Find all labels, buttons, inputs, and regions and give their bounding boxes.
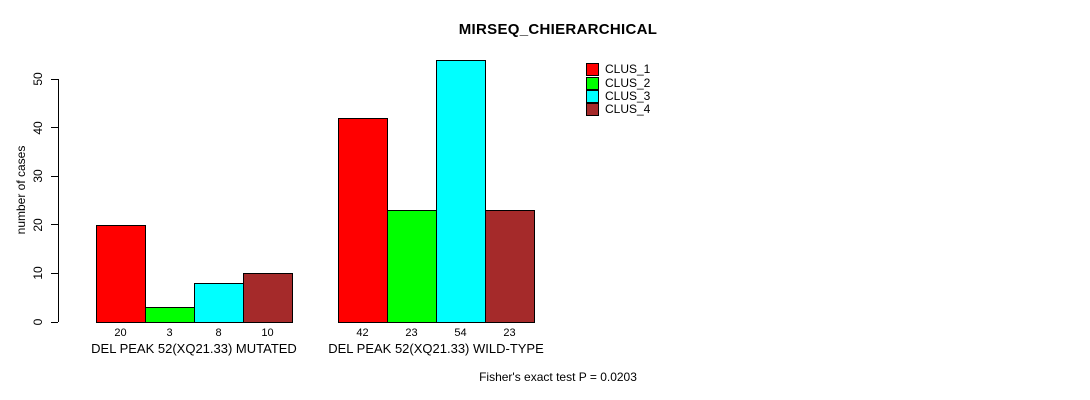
bar-clus_2-group1 xyxy=(145,307,195,323)
bar-clus_4-group1 xyxy=(243,273,293,323)
chart-title: MIRSEQ_CHIERARCHICAL xyxy=(458,21,658,38)
y-axis-line xyxy=(58,79,59,322)
bar-value-label: 42 xyxy=(356,327,369,339)
y-tick xyxy=(51,224,58,226)
bar-value-label: 54 xyxy=(454,327,467,339)
footnote: Fisher's exact test P = 0.0203 xyxy=(479,370,637,384)
bar-value-label: 10 xyxy=(261,327,274,339)
bar-value-label: 3 xyxy=(166,327,173,339)
legend-row: CLUS_1 xyxy=(586,62,651,77)
legend-swatch-clus_3 xyxy=(586,89,599,103)
y-tick-label: 0 xyxy=(31,318,45,326)
y-tick xyxy=(51,272,58,274)
y-axis-title: number of cases xyxy=(14,145,28,235)
legend-label: CLUS_1 xyxy=(605,62,651,77)
legend-row: CLUS_3 xyxy=(586,88,651,103)
bar-clus_3-group2 xyxy=(436,59,486,323)
bar-clus_3-group1 xyxy=(194,283,244,323)
y-tick-label: 30 xyxy=(31,169,45,183)
legend-swatch-clus_2 xyxy=(586,76,599,90)
x-category-label: DEL PEAK 52(XQ21.33) MUTATED xyxy=(91,341,297,356)
legend-swatch-clus_4 xyxy=(586,103,599,117)
legend-label: CLUS_3 xyxy=(605,88,651,103)
bar-clus_1-group2 xyxy=(338,117,388,323)
legend-row: CLUS_2 xyxy=(586,75,651,90)
y-tick-label: 10 xyxy=(31,266,45,281)
bar-value-label: 20 xyxy=(114,327,127,339)
legend-label: CLUS_2 xyxy=(605,75,651,90)
y-tick xyxy=(51,321,58,323)
legend-swatch-clus_1 xyxy=(586,63,599,77)
bar-clus_4-group2 xyxy=(485,210,535,323)
legend-row: CLUS_4 xyxy=(586,102,651,117)
y-tick xyxy=(51,175,58,177)
bar-value-label: 23 xyxy=(503,327,516,339)
y-tick-label: 50 xyxy=(31,72,45,86)
y-tick-label: 20 xyxy=(31,218,45,232)
y-tick xyxy=(51,78,58,80)
bar-value-label: 23 xyxy=(405,327,418,339)
legend: CLUS_1 CLUS_2 CLUS_3 CLUS_4 xyxy=(586,63,650,117)
bar-clus_1-group1 xyxy=(96,224,146,323)
bar-value-label: 8 xyxy=(215,327,222,339)
bar-clus_2-group2 xyxy=(387,210,437,323)
y-tick-label: 40 xyxy=(31,120,45,135)
x-category-label: DEL PEAK 52(XQ21.33) WILD-TYPE xyxy=(328,341,544,356)
legend-label: CLUS_4 xyxy=(605,102,651,117)
y-tick xyxy=(51,127,58,129)
